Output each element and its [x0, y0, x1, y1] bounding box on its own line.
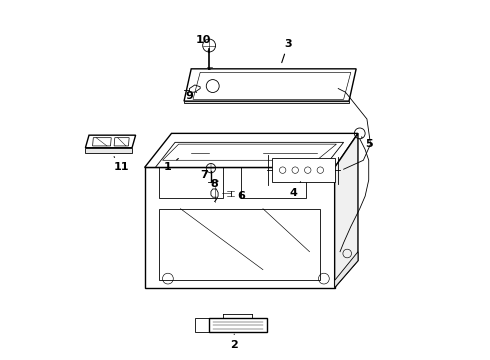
Polygon shape: [209, 318, 267, 332]
Polygon shape: [145, 134, 358, 167]
Text: 3: 3: [282, 39, 292, 63]
Text: 8: 8: [211, 179, 219, 189]
Polygon shape: [184, 101, 349, 103]
Polygon shape: [272, 158, 335, 182]
Text: 4: 4: [290, 182, 300, 198]
Polygon shape: [184, 69, 356, 101]
Polygon shape: [335, 134, 358, 288]
Text: 6: 6: [238, 191, 245, 201]
Text: 11: 11: [114, 157, 129, 172]
Polygon shape: [335, 252, 358, 288]
Text: 10: 10: [196, 35, 212, 53]
Polygon shape: [145, 167, 335, 288]
Text: 1: 1: [164, 158, 178, 172]
Text: 5: 5: [362, 137, 372, 149]
Text: 2: 2: [230, 334, 238, 350]
Text: 7: 7: [200, 170, 208, 180]
Polygon shape: [85, 148, 132, 153]
Polygon shape: [85, 135, 136, 148]
Text: 9: 9: [186, 91, 196, 101]
